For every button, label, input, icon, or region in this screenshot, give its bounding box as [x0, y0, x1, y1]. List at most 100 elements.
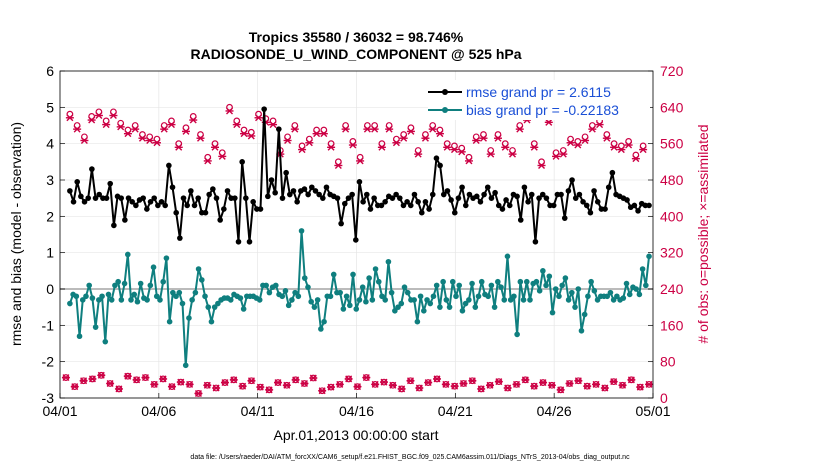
bias-point	[472, 304, 479, 310]
obs-assimilated-marker-high	[399, 134, 408, 142]
rmse-point	[352, 237, 359, 243]
rmse-point	[393, 191, 399, 198]
y-right-tick-label: 640	[660, 99, 684, 115]
bias-point	[523, 278, 530, 285]
bias-point	[173, 293, 179, 300]
obs-assimilated-marker-high	[240, 130, 249, 138]
rmse-point	[565, 188, 572, 194]
rmse-point	[257, 206, 264, 212]
rmse-point	[646, 202, 652, 209]
obs-assimilated-marker-high	[138, 134, 147, 142]
rmse-point	[602, 206, 608, 212]
obs-assimilated-marker	[114, 385, 123, 393]
rmse-point	[239, 159, 245, 165]
rmse-point	[356, 179, 363, 185]
bias-point	[301, 275, 308, 281]
bias-point	[112, 282, 118, 289]
bias-point	[99, 293, 105, 300]
obs-assimilated-marker-high	[87, 116, 96, 124]
bias-point	[92, 324, 99, 330]
obs-assimilated-marker	[88, 375, 97, 383]
rmse-point	[514, 193, 520, 200]
bias-point	[437, 304, 443, 310]
obs-assimilated-marker	[185, 380, 194, 388]
rmse-point	[525, 199, 531, 205]
rmse-point	[81, 199, 88, 205]
rmse-point	[528, 191, 535, 198]
bias-point	[475, 293, 482, 300]
bias-point	[453, 293, 459, 300]
obs-assimilated-marker-high	[269, 121, 278, 129]
obs-assimilated-marker	[229, 376, 238, 384]
bias-point	[585, 293, 591, 300]
obs-assimilated-marker-high	[181, 127, 190, 135]
rmse-point	[166, 162, 172, 169]
obs-assimilated-marker-high	[356, 157, 365, 165]
obs-assimilated-marker-high	[254, 114, 263, 122]
bias-point	[421, 308, 427, 314]
obs-assimilated-marker-high	[348, 141, 357, 149]
bias-point	[205, 304, 212, 310]
axis-ticks	[59, 70, 654, 399]
bias-point	[427, 300, 434, 307]
obs-assimilated-marker	[159, 375, 168, 383]
obs-assimilated-marker	[265, 386, 274, 394]
rmse-point	[243, 195, 249, 201]
bias-point	[266, 289, 273, 296]
obs-assimilated-marker-high	[73, 125, 82, 133]
bias-point	[137, 280, 144, 287]
obs-assimilated-marker	[406, 377, 415, 385]
obs-assimilated-marker-high	[341, 125, 350, 133]
legend-rmse-label: rmse grand pr = 2.6115	[466, 84, 611, 100]
obs-assimilated-marker-high	[530, 143, 539, 151]
rmse-point	[191, 202, 198, 209]
obs-assimilated-marker-high	[595, 121, 604, 129]
obs-assimilated-marker	[627, 376, 636, 384]
bias-point	[199, 277, 205, 283]
obs-assimilated-marker-high	[385, 125, 394, 133]
rmse-point	[605, 184, 612, 191]
bias-point	[343, 293, 350, 300]
rmse-point	[382, 199, 388, 205]
bias-point	[459, 308, 466, 314]
rmse-point	[235, 238, 242, 245]
bias-point	[417, 293, 424, 300]
obs-assimilated-marker-high	[377, 143, 386, 151]
y-tick-label: 1	[46, 245, 54, 261]
bias-point	[356, 297, 363, 303]
rmse-point	[466, 191, 473, 198]
y-right-tick-label: 400	[660, 208, 684, 224]
obs-assimilated-marker	[238, 382, 247, 390]
x-tick-label: 04/21	[438, 403, 473, 419]
obs-assimilated-marker-high	[515, 125, 524, 133]
obs-assimilated-marker-high	[486, 150, 495, 158]
obs-assimilated-marker	[636, 383, 645, 391]
obs-assimilated-marker	[282, 381, 291, 389]
bias-point	[305, 284, 311, 290]
obs-assimilated-marker	[212, 384, 221, 392]
bias-point	[533, 278, 540, 285]
obs-assimilated-marker-high	[327, 143, 336, 151]
rmse-point	[268, 177, 275, 183]
rmse-point	[147, 199, 154, 205]
obs-assimilated-marker-high	[65, 114, 74, 122]
obs-assimilated-marker-high	[414, 150, 423, 158]
rmse-point	[389, 195, 396, 201]
rmse-point	[323, 184, 330, 191]
rmse-point	[279, 195, 286, 201]
rmse-point	[631, 202, 638, 209]
rmse-point	[111, 222, 117, 229]
bias-point	[559, 282, 565, 289]
bias-point	[540, 268, 546, 274]
obs-assimilated-marker-high	[334, 161, 343, 169]
obs-assimilated-marker	[61, 374, 70, 382]
y-tick-label: 2	[46, 208, 54, 224]
data-file-note: data file: /Users/raeder/DAI/ATM_forcXX/…	[190, 454, 630, 461]
obs-assimilated-marker	[371, 380, 380, 388]
obs-assimilated-marker	[176, 378, 185, 386]
bias-point	[572, 304, 578, 310]
obs-assimilated-marker-high	[145, 136, 154, 144]
obs-assimilated-marker	[477, 385, 486, 393]
bias-point	[511, 293, 517, 300]
obs-assimilated-marker	[424, 379, 433, 387]
